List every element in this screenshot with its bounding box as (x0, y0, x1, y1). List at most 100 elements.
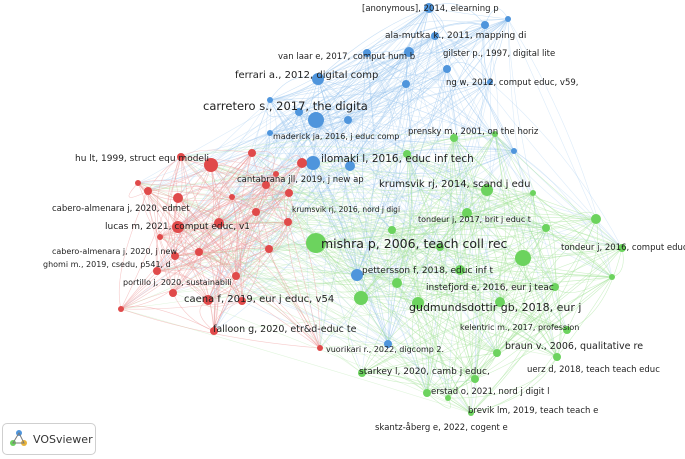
network-node[interactable] (563, 326, 571, 334)
network-node[interactable] (295, 108, 303, 116)
network-node[interactable] (195, 248, 203, 256)
node-label[interactable]: van laar e, 2017, comput hum b (278, 52, 415, 62)
network-node[interactable] (285, 189, 293, 197)
network-node[interactable] (436, 243, 444, 251)
node-label[interactable]: [anonymous], 2014, elearning p (362, 4, 499, 14)
network-node[interactable] (445, 395, 451, 401)
node-label[interactable]: kelentric m., 2017, profession (460, 323, 579, 332)
network-node[interactable] (312, 73, 324, 85)
node-label[interactable]: uerz d, 2018, teach teach educ (527, 365, 660, 375)
network-node[interactable] (345, 161, 355, 171)
network-node[interactable] (553, 353, 561, 361)
node-label[interactable]: cabero-almenara j, 2020, edmet (52, 204, 190, 214)
node-label[interactable]: tondeur j, 2016, comput educ, (561, 243, 685, 253)
network-node[interactable] (423, 389, 431, 397)
network-node[interactable] (297, 158, 307, 168)
network-node[interactable] (431, 32, 439, 40)
network-node[interactable] (551, 283, 559, 291)
network-node[interactable] (609, 274, 615, 280)
node-label[interactable]: mishra p, 2006, teach coll rec (321, 236, 508, 251)
node-label[interactable]: tondeur j, 2017, brit j educ t (418, 215, 531, 224)
network-node[interactable] (403, 150, 411, 158)
network-node[interactable] (153, 267, 161, 275)
node-label[interactable]: vuorikari r., 2022, digcomp 2. (326, 345, 444, 354)
network-node[interactable] (542, 224, 550, 232)
network-node[interactable] (392, 278, 402, 288)
network-node[interactable] (248, 149, 256, 157)
network-node[interactable] (481, 21, 489, 29)
node-label[interactable]: cabero-almenara j, 2020, j new (52, 247, 177, 256)
node-label[interactable]: hu lt, 1999, struct equ modeli (75, 154, 209, 164)
network-node[interactable] (265, 245, 273, 253)
network-node[interactable] (511, 148, 517, 154)
node-label[interactable]: krumsvik rj, 2016, nord j digi (292, 205, 400, 214)
network-node[interactable] (505, 16, 511, 22)
network-node[interactable] (210, 327, 218, 335)
node-label[interactable]: skantz-åberg e, 2022, cogent e (375, 422, 508, 433)
network-node[interactable] (450, 134, 458, 142)
network-node[interactable] (530, 190, 536, 196)
network-node[interactable] (177, 153, 185, 161)
network-node[interactable] (204, 158, 218, 172)
node-label[interactable]: falloon g, 2020, etr&d-educ te (213, 324, 357, 335)
node-label[interactable]: cantabrana jll, 2019, j new ap (237, 175, 364, 185)
network-node[interactable] (344, 116, 352, 124)
node-label[interactable]: ferrari a., 2012, digital comp (235, 70, 378, 81)
node-label[interactable]: starkey l, 2020, camb j educ, (359, 367, 490, 377)
node-label[interactable]: carretero s., 2017, the digita (203, 99, 368, 113)
node-label[interactable]: braun v., 2006, qualitative re (505, 341, 643, 352)
network-node[interactable] (157, 234, 163, 240)
node-label[interactable]: prensky m., 2001, on the horiz (408, 127, 539, 137)
network-node[interactable] (214, 218, 224, 228)
network-node[interactable] (471, 375, 479, 383)
network-node[interactable] (515, 250, 531, 266)
node-label[interactable]: erstad o, 2021, nord j digit l (431, 387, 549, 397)
node-label[interactable]: ilomaki l, 2016, educ inf tech (321, 153, 474, 165)
network-node[interactable] (172, 221, 184, 233)
network-node[interactable] (618, 244, 626, 252)
network-node[interactable] (262, 181, 270, 189)
network-node[interactable] (308, 112, 324, 128)
network-node[interactable] (317, 345, 323, 351)
network-node[interactable] (443, 65, 451, 73)
network-node[interactable] (404, 47, 414, 57)
network-node[interactable] (144, 187, 152, 195)
network-node[interactable] (358, 369, 366, 377)
network-node[interactable] (591, 214, 601, 224)
node-label[interactable]: krumsvik rj, 2014, scand j edu (379, 179, 530, 190)
node-label[interactable]: portillo j, 2020, sustainabili (123, 278, 232, 287)
network-node[interactable] (118, 306, 124, 312)
network-node[interactable] (203, 295, 213, 305)
network-node[interactable] (306, 233, 326, 253)
node-label[interactable]: ala-mutka k., 2011, mapping di (385, 31, 526, 41)
network-node[interactable] (412, 297, 424, 309)
node-label[interactable]: pettersson f, 2018, educ inf t (362, 266, 494, 276)
network-node[interactable] (238, 297, 246, 305)
network-node[interactable] (492, 131, 498, 137)
network-node[interactable] (232, 272, 240, 280)
node-label[interactable]: gudmundsdottir gb, 2018, eur j (409, 301, 581, 314)
network-node[interactable] (495, 297, 505, 307)
network-node[interactable] (229, 194, 235, 200)
network-node[interactable] (481, 184, 493, 196)
network-node[interactable] (384, 340, 392, 348)
network-node[interactable] (468, 410, 474, 416)
network-node[interactable] (306, 156, 320, 170)
network-node[interactable] (267, 97, 273, 103)
network-node[interactable] (455, 265, 465, 275)
node-label[interactable]: gilster p., 1997, digital lite (443, 49, 555, 59)
network-node[interactable] (252, 208, 260, 216)
node-label[interactable]: maderick ja, 2016, j educ comp (273, 132, 399, 141)
node-label[interactable]: ng w, 2012, comput educ, v59, (446, 78, 579, 88)
node-label[interactable]: caena f, 2019, eur j educ, v54 (184, 294, 334, 305)
network-node[interactable] (487, 79, 493, 85)
network-node[interactable] (354, 291, 368, 305)
network-node[interactable] (493, 349, 501, 357)
node-label[interactable]: lucas m, 2021, comput educ, v1 (105, 222, 250, 232)
network-node[interactable] (351, 269, 363, 281)
network-node[interactable] (173, 193, 183, 203)
network-node[interactable] (388, 226, 396, 234)
network-node[interactable] (273, 171, 279, 177)
node-label[interactable]: ghomi m., 2019, csedu, p541, d (43, 260, 171, 269)
